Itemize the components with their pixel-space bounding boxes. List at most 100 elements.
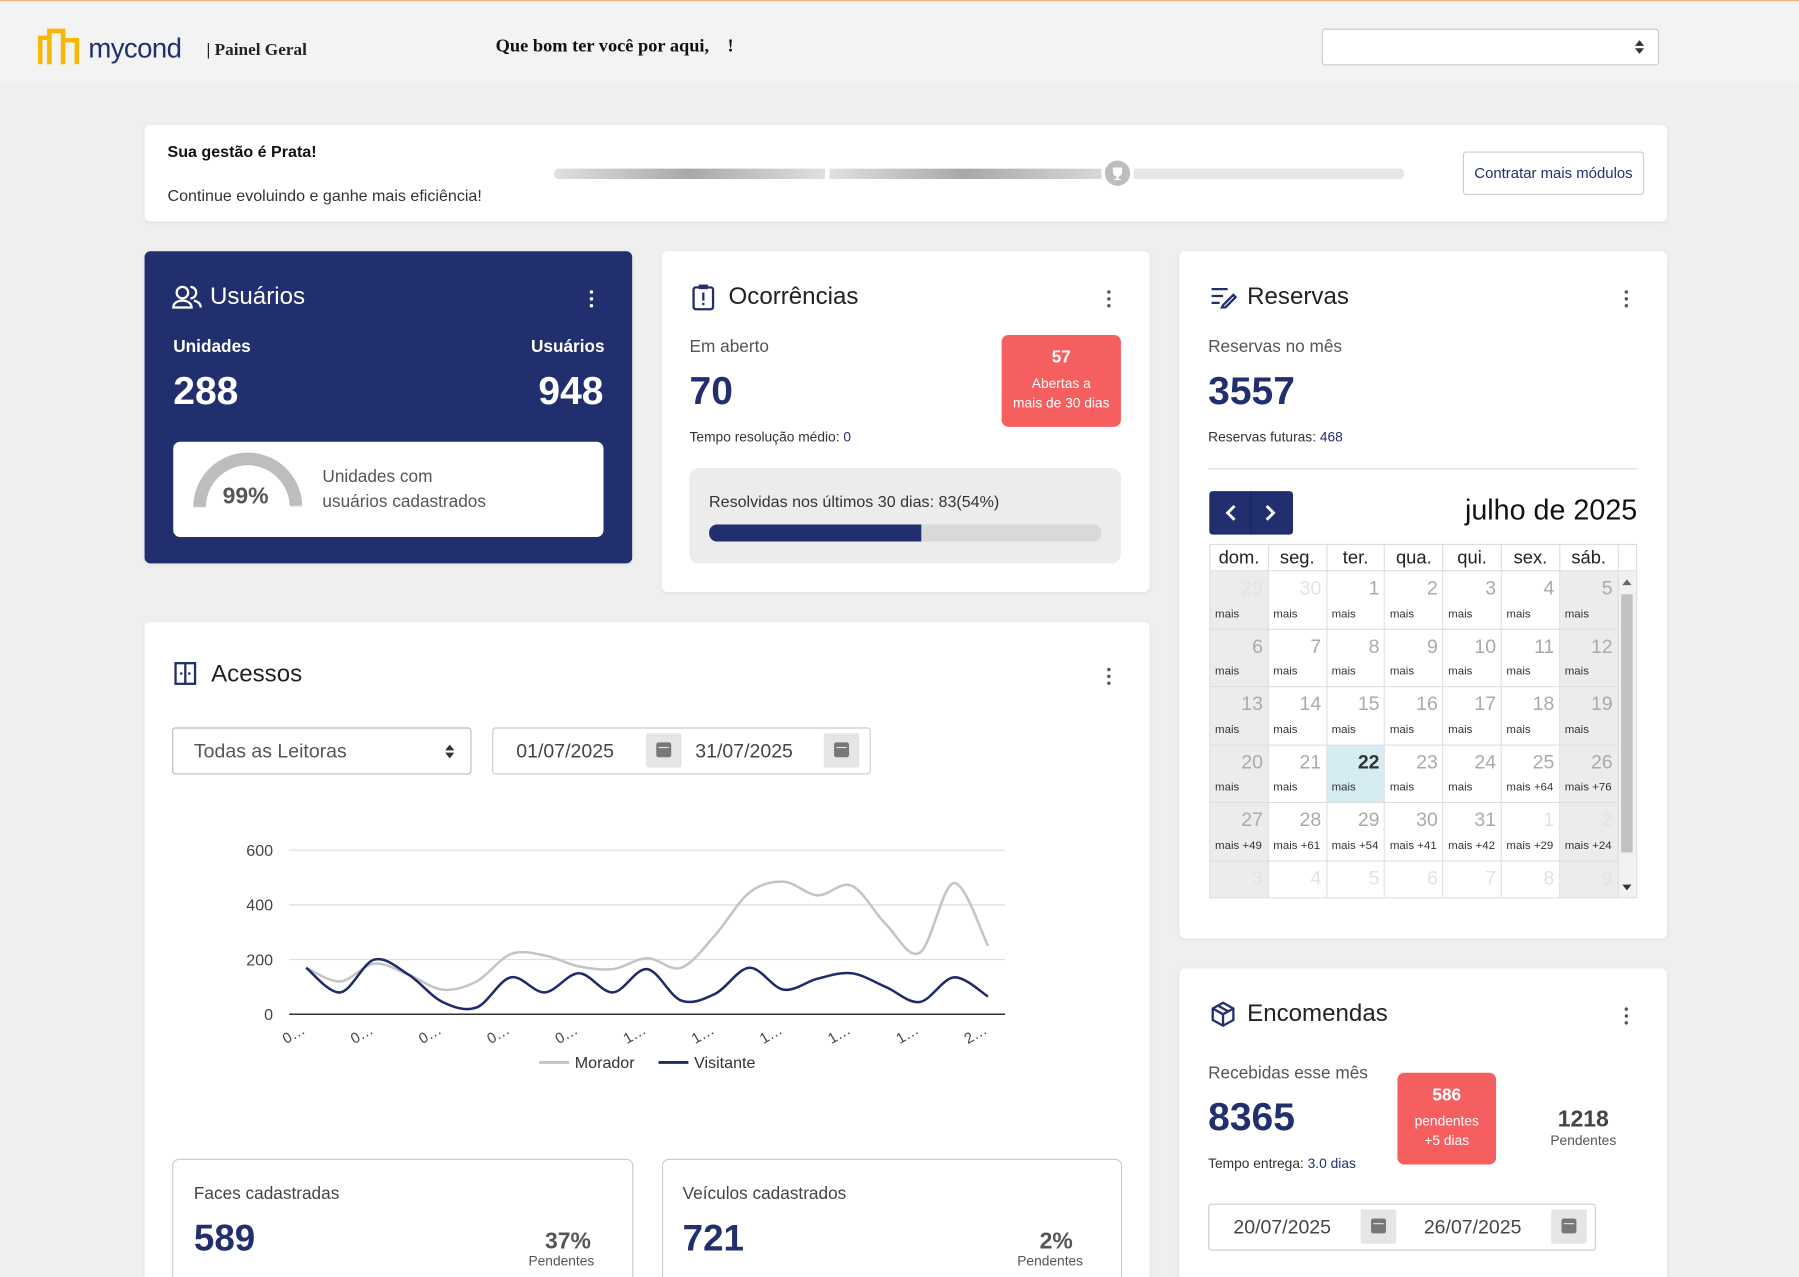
day-number: 29 bbox=[1241, 577, 1263, 599]
condo-select[interactable] bbox=[1321, 28, 1660, 66]
parcels-date-range[interactable]: 20/07/2025 26/07/2025 bbox=[1208, 1203, 1596, 1251]
calendar-day[interactable]: 16 mais bbox=[1385, 687, 1444, 746]
calendar-day[interactable]: 2 mais +24 bbox=[1560, 803, 1619, 862]
card-title: Usuários bbox=[209, 283, 306, 310]
scroll-thumb[interactable] bbox=[1621, 594, 1633, 853]
delivery-label: Tempo entrega: bbox=[1208, 1155, 1304, 1172]
calendar-day[interactable]: 7 mais bbox=[1268, 629, 1327, 688]
calendar-day[interactable]: 1 mais bbox=[1326, 571, 1386, 630]
day-number: 4 bbox=[1310, 866, 1322, 889]
calendar-button[interactable] bbox=[1551, 1209, 1587, 1244]
day-more: mais bbox=[1448, 723, 1473, 737]
calendar-day[interactable]: 7 bbox=[1443, 861, 1502, 898]
card-menu[interactable] bbox=[1624, 1007, 1630, 1025]
calendar-day[interactable]: 1 mais +29 bbox=[1501, 803, 1561, 862]
calendar-day[interactable]: 15 mais bbox=[1326, 687, 1386, 746]
divider bbox=[1208, 468, 1638, 470]
access-icon bbox=[174, 662, 197, 685]
gauge-value bbox=[193, 452, 303, 508]
calendar-day[interactable]: 2 mais bbox=[1385, 571, 1444, 630]
day-more: mais bbox=[1564, 665, 1589, 679]
card-menu[interactable] bbox=[589, 290, 595, 308]
x-tick-label: 1… bbox=[757, 1022, 785, 1047]
select-arrows bbox=[445, 744, 455, 759]
calendar-day[interactable]: 22 mais bbox=[1326, 745, 1386, 804]
calendar-day[interactable]: 13 mais bbox=[1210, 687, 1269, 746]
calendar-day[interactable]: 8 bbox=[1501, 861, 1561, 898]
parcels-icon bbox=[1211, 1001, 1235, 1028]
calendar-day[interactable]: 30 mais +41 bbox=[1385, 803, 1444, 862]
upgrade-button[interactable]: Contratar mais módulos bbox=[1462, 151, 1645, 196]
day-number: 12 bbox=[1590, 635, 1613, 657]
calendar-day[interactable]: 10 mais bbox=[1443, 629, 1502, 688]
calendar-day[interactable]: 5 bbox=[1326, 861, 1386, 898]
day-more: mais +42 bbox=[1448, 839, 1496, 852]
day-more: mais bbox=[1215, 665, 1240, 679]
coverage-label: 99% bbox=[222, 484, 269, 510]
calendar-day[interactable]: 4 mais bbox=[1501, 571, 1561, 630]
day-more: mais bbox=[1506, 607, 1531, 621]
day-number: 25 bbox=[1532, 750, 1555, 773]
calendar-day[interactable]: 27 mais +49 bbox=[1210, 803, 1269, 862]
occurrences-icon bbox=[692, 284, 715, 311]
day-more: mais +54 bbox=[1331, 839, 1379, 852]
day-more: mais bbox=[1273, 723, 1298, 737]
calendar-day[interactable]: 12 mais bbox=[1560, 629, 1619, 688]
calendar-title: julho de 2025 bbox=[1464, 494, 1638, 527]
day-more: mais bbox=[1215, 607, 1240, 621]
users-icon bbox=[172, 285, 202, 309]
calendar-day[interactable]: 11 mais bbox=[1501, 629, 1561, 688]
calendar-day[interactable]: 21 mais bbox=[1268, 745, 1327, 804]
calendar-day[interactable]: 17 mais bbox=[1443, 687, 1502, 746]
calendar-button[interactable] bbox=[1360, 1209, 1397, 1244]
calendar-day[interactable]: 3 bbox=[1210, 861, 1269, 898]
calendar-day[interactable]: 20 mais bbox=[1210, 745, 1269, 804]
calendar-day[interactable]: 28 mais +61 bbox=[1268, 803, 1327, 862]
calendar-button[interactable] bbox=[823, 733, 860, 768]
day-more: mais +76 bbox=[1564, 781, 1612, 794]
day-more: mais bbox=[1389, 607, 1415, 621]
date-range[interactable]: 01/07/2025 31/07/2025 bbox=[492, 727, 871, 775]
calendar-day[interactable]: 25 mais +64 bbox=[1501, 745, 1561, 804]
resolved-track bbox=[709, 524, 1102, 542]
card-menu[interactable] bbox=[1624, 290, 1630, 308]
day-number: 22 bbox=[1357, 750, 1380, 773]
calendar-button[interactable] bbox=[645, 733, 682, 768]
calendar-day[interactable]: 5 mais bbox=[1560, 571, 1619, 630]
calendar-day[interactable]: 18 mais bbox=[1501, 687, 1561, 746]
calendar-day[interactable]: 6 mais bbox=[1210, 629, 1269, 688]
calendar-nav[interactable] bbox=[1209, 491, 1294, 535]
series-line bbox=[305, 880, 990, 992]
calendar-day[interactable]: 6 bbox=[1385, 861, 1444, 898]
weekday: seg. bbox=[1269, 544, 1327, 572]
calendar-day[interactable]: 9 mais bbox=[1385, 629, 1444, 688]
card-menu[interactable] bbox=[1107, 290, 1112, 308]
received-value: 8365 bbox=[1208, 1095, 1295, 1140]
calendar-day[interactable]: 19 mais bbox=[1560, 687, 1619, 746]
calendar-day[interactable]: 29 mais +54 bbox=[1326, 803, 1386, 862]
day-number: 3 bbox=[1252, 866, 1263, 889]
day-number: 15 bbox=[1357, 692, 1380, 715]
calendar-day[interactable]: 31 mais +42 bbox=[1443, 803, 1502, 862]
calendar-day[interactable]: 3 mais bbox=[1443, 571, 1502, 630]
calendar-day[interactable]: 4 bbox=[1268, 861, 1327, 898]
calendar-day[interactable]: 30 mais bbox=[1268, 571, 1327, 630]
day-number: 23 bbox=[1416, 750, 1438, 773]
calendar-day[interactable]: 8 mais bbox=[1326, 629, 1386, 688]
calendar-day[interactable]: 29 mais bbox=[1210, 571, 1269, 630]
trophy-icon bbox=[1104, 160, 1131, 186]
calendar-day[interactable]: 23 mais bbox=[1385, 745, 1444, 804]
reader-select[interactable]: Todas as Leitoras bbox=[172, 727, 472, 775]
calendar-day[interactable]: 14 mais bbox=[1268, 687, 1327, 746]
vehicles-value: 721 bbox=[682, 1217, 744, 1259]
day-number: 2 bbox=[1601, 808, 1613, 831]
reservations-icon bbox=[1211, 287, 1237, 309]
scrollbar[interactable] bbox=[1617, 571, 1637, 898]
weekday: qui. bbox=[1444, 544, 1502, 572]
calendar-day[interactable]: 26 mais +76 bbox=[1560, 745, 1619, 804]
card-menu[interactable] bbox=[1107, 667, 1112, 686]
calendar-day[interactable]: 9 bbox=[1560, 861, 1619, 898]
weekday: ter. bbox=[1327, 544, 1386, 572]
calendar-day[interactable]: 24 mais bbox=[1443, 745, 1502, 804]
